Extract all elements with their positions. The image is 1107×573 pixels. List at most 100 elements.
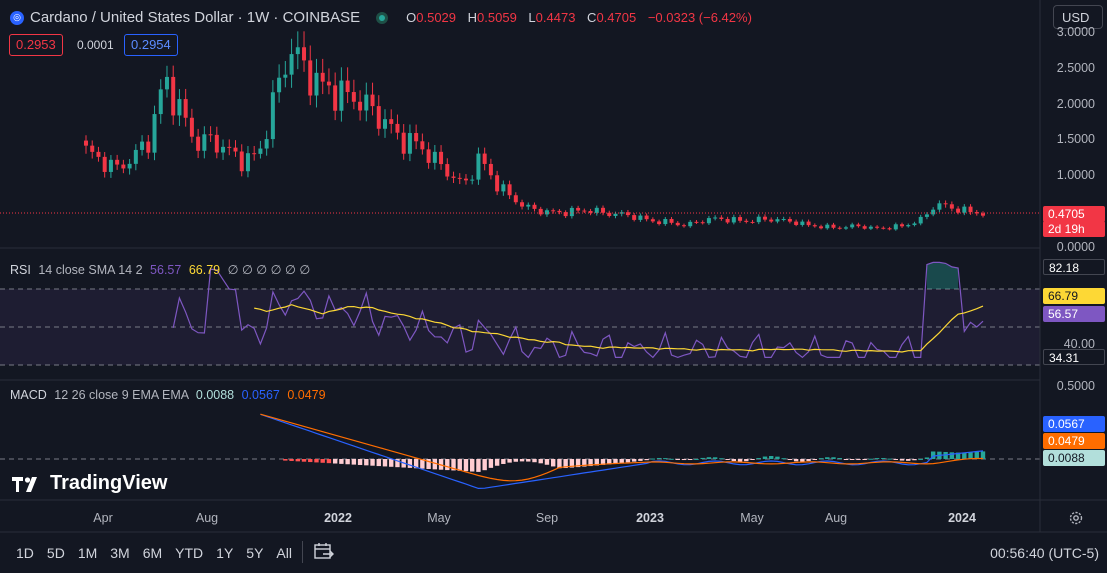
candle-body [488, 163, 493, 176]
candle-body [264, 139, 269, 149]
candle-body [918, 216, 923, 224]
range-1d-button[interactable]: 1D [16, 545, 34, 561]
candle-body [339, 80, 344, 111]
candle-body [214, 134, 219, 153]
macd-axis-label: 0.5000 [1056, 379, 1095, 393]
macd-histogram-bar [849, 459, 855, 460]
macd-histogram-bar [756, 458, 761, 460]
candle-body [245, 153, 250, 172]
candle-body [152, 114, 157, 153]
candle-body [544, 210, 549, 215]
candle-body [669, 219, 674, 223]
time-axis-label: May [740, 511, 764, 525]
chart-header: ◎ Cardano / United States Dollar · 1W · … [10, 9, 752, 26]
candle-body [351, 92, 356, 102]
macd-histogram-bar [650, 458, 656, 460]
macd-histogram-bar [912, 459, 917, 461]
tradingview-logo[interactable]: TradingView [12, 472, 167, 495]
macd-histogram-bar [420, 459, 425, 469]
range-selector: 1D 5D 1M 3M 6M YTD 1Y 5Y All [16, 545, 305, 561]
range-5y-button[interactable]: 5Y [246, 545, 264, 561]
candle-body [800, 221, 805, 225]
candle-body [825, 224, 830, 229]
range-3m-button[interactable]: 3M [110, 545, 130, 561]
macd-histogram-bar [825, 457, 830, 459]
candle-body [906, 225, 911, 227]
candle-body [563, 212, 568, 217]
candle-body [326, 81, 331, 86]
date-range-calendar-icon[interactable] [314, 542, 334, 563]
macd-histogram-bar [494, 459, 500, 466]
macd-histogram-bar [544, 459, 550, 465]
candle-body [856, 224, 861, 227]
macd-histogram-bar [968, 452, 973, 459]
macd-histogram-bar [930, 451, 936, 459]
spread-value: 0.0001 [77, 38, 114, 52]
candle-body [706, 218, 711, 224]
candle-body [762, 216, 767, 220]
candle-body [289, 54, 294, 75]
change-value: −0.0323 (−6.42%) [647, 10, 752, 25]
settings-gear-icon[interactable] [1068, 510, 1084, 526]
candle-body [277, 77, 282, 93]
candle-body [370, 94, 375, 107]
candle-body [912, 223, 917, 226]
candle-body [700, 222, 705, 224]
candle-body [657, 221, 662, 225]
candle-body [843, 227, 848, 229]
candle-body [127, 163, 132, 169]
divider [302, 541, 303, 563]
rsi-legend[interactable]: RSI 14 close SMA 14 2 56.57 66.79 ∅ ∅ ∅ … [10, 263, 311, 277]
macd-histogram-bar [899, 459, 905, 461]
macd-histogram-bar [812, 459, 818, 460]
macd-histogram-bar [781, 458, 786, 460]
macd-histogram-bar [837, 458, 842, 460]
macd-histogram-bar [332, 459, 338, 464]
range-5d-button[interactable]: 5D [46, 545, 65, 561]
candle-body [407, 133, 412, 154]
candle-body [84, 140, 88, 146]
candle-body [115, 159, 120, 165]
last-price-tag: 0.4705 [1043, 206, 1105, 222]
candle-body [781, 219, 786, 221]
candle-body [295, 47, 300, 55]
macd-histogram-bar [731, 459, 737, 462]
symbol-title[interactable]: Cardano / United States Dollar · 1W · CO… [30, 9, 361, 26]
candle-body [358, 101, 363, 111]
rsi-line [172, 261, 984, 359]
timezone-clock[interactable]: 00:56:40 (UTC-5) [990, 545, 1099, 561]
candle-body [314, 72, 319, 96]
range-1y-button[interactable]: 1Y [216, 545, 234, 561]
buy-price-button[interactable]: 0.2954 [124, 34, 178, 56]
candle-body [177, 99, 182, 116]
close-value: 0.4705 [596, 10, 637, 25]
candle-body [526, 204, 531, 207]
candlestick-series [84, 31, 985, 231]
macd-histogram-bar [283, 459, 288, 461]
candle-body [569, 207, 574, 217]
sell-price-button[interactable]: 0.2953 [9, 34, 63, 56]
range-all-button[interactable]: All [276, 545, 292, 561]
macd-histogram-bar [513, 459, 519, 462]
macd-histogram-bar [351, 459, 357, 465]
macd-histogram-bar [881, 458, 886, 460]
candle-body [682, 225, 686, 227]
candle-body [345, 80, 350, 93]
candle-body [638, 215, 643, 220]
macd-legend[interactable]: MACD 12 26 close 9 EMA EMA 0.0088 0.0567… [10, 388, 326, 402]
cardano-icon[interactable]: ◎ [10, 10, 24, 25]
range-1m-button[interactable]: 1M [77, 545, 98, 561]
candle-body [812, 225, 817, 227]
price-axis-label: 1.5000 [1056, 132, 1095, 146]
candle-body [557, 210, 562, 213]
macd-histogram-bar [314, 459, 319, 463]
market-status-icon[interactable] [376, 11, 389, 24]
macd-histogram-bar [706, 457, 712, 459]
candle-body [893, 224, 898, 230]
currency-select[interactable]: USD [1053, 5, 1103, 29]
macd-histogram-bar [600, 459, 606, 465]
range-6m-button[interactable]: 6M [142, 545, 163, 561]
macd-histogram-bar [357, 459, 363, 465]
range-ytd-button[interactable]: YTD [175, 545, 204, 561]
